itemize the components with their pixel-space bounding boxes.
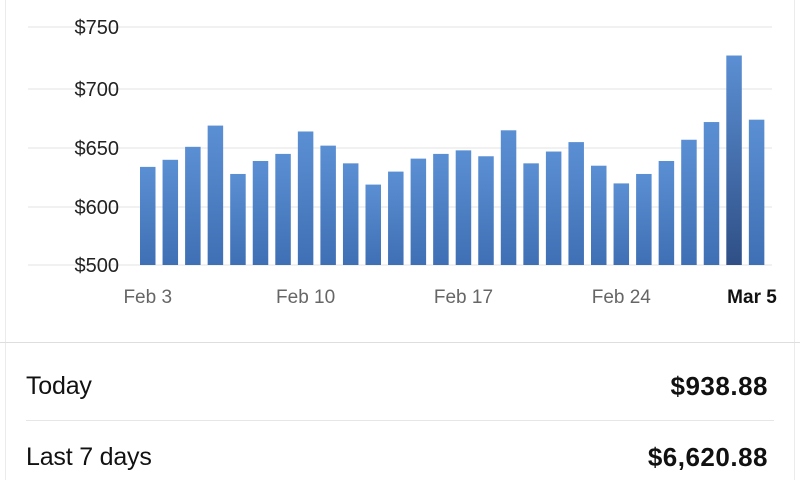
last-7-days-label: Last 7 days <box>26 442 152 471</box>
chart-bar[interactable] <box>342 163 359 265</box>
chart-bar[interactable] <box>613 183 630 265</box>
y-tick-label: $700 <box>75 79 120 101</box>
chart-bar[interactable] <box>636 173 652 265</box>
y-tick-label: $750 <box>75 17 120 39</box>
chart-bar[interactable] <box>297 131 314 265</box>
last-7-days-row[interactable]: Last 7 days $6,620.88 <box>26 437 768 477</box>
chart-bar[interactable] <box>433 153 449 265</box>
chart-bar[interactable] <box>410 158 427 265</box>
chart-bar[interactable] <box>478 156 494 265</box>
chart-bar[interactable] <box>388 171 404 265</box>
chart-bar[interactable] <box>252 160 269 265</box>
chart-bar[interactable] <box>591 165 607 265</box>
chart-divider <box>0 342 800 343</box>
y-tick-label: $500 <box>75 255 120 277</box>
chart-bar[interactable] <box>162 159 179 265</box>
chart-bar-selected[interactable] <box>726 55 742 265</box>
x-tick-label: Feb 24 <box>592 287 652 308</box>
daily-sales-bar-chart: $500$600$650$700$750 Feb 3 Feb 10 Feb 17 Fe… <box>28 17 777 308</box>
row-divider <box>26 420 774 421</box>
chart-bar[interactable] <box>230 173 246 265</box>
chart-bar[interactable] <box>568 142 584 265</box>
chart-bar[interactable] <box>681 139 697 265</box>
chart-bar[interactable] <box>140 166 156 265</box>
chart-bar[interactable] <box>320 145 336 265</box>
today-value: $938.88 <box>670 370 768 401</box>
x-tick-label: Feb 10 <box>276 287 335 308</box>
chart-bar[interactable] <box>703 122 720 265</box>
chart-bars <box>140 55 765 266</box>
chart-bar[interactable] <box>365 184 382 265</box>
chart-bar[interactable] <box>545 151 562 265</box>
y-axis-labels: $500 $600 $650 $700 $750 <box>75 17 120 277</box>
chart-bar[interactable] <box>455 150 472 265</box>
x-axis-labels: Feb 3 Feb 10 Feb 17 Feb 24 Mar 5 <box>123 287 777 308</box>
y-tick-label: $600 <box>75 197 120 219</box>
x-tick-label: Feb 17 <box>434 287 493 308</box>
chart-bar[interactable] <box>523 163 539 265</box>
chart-bar[interactable] <box>658 160 675 265</box>
x-tick-label-current: Mar 5 <box>727 287 777 308</box>
chart-bar[interactable] <box>185 146 201 265</box>
today-row[interactable]: Today $938.88 <box>26 366 768 406</box>
card-right-edge <box>794 0 795 480</box>
y-tick-label: $650 <box>75 138 120 160</box>
chart-bar[interactable] <box>500 130 517 265</box>
last-7-days-value: $6,620.88 <box>647 441 768 472</box>
chart-bar[interactable] <box>275 153 291 265</box>
today-label: Today <box>26 371 92 400</box>
x-tick-label: Feb 3 <box>123 287 172 308</box>
chart-bar[interactable] <box>207 125 224 265</box>
chart-bar[interactable] <box>748 119 765 266</box>
card-left-edge <box>5 0 6 480</box>
